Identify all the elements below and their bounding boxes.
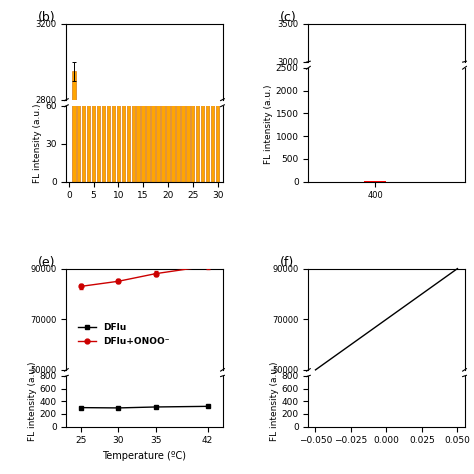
Bar — [141, 81, 145, 182]
Y-axis label: FL intensity (a.u.): FL intensity (a.u.) — [33, 104, 42, 183]
Bar — [72, 0, 75, 182]
Bar — [196, 81, 200, 182]
Text: (f): (f) — [280, 255, 294, 269]
X-axis label: Temperature (ºC): Temperature (ºC) — [102, 451, 186, 461]
Y-axis label: FL intensity (a.u.): FL intensity (a.u.) — [27, 362, 36, 441]
Bar — [92, 81, 95, 182]
Bar — [151, 81, 155, 182]
Text: (c): (c) — [280, 11, 297, 24]
Bar — [166, 81, 170, 182]
Bar — [107, 81, 110, 182]
Bar — [211, 81, 214, 182]
Bar — [102, 81, 105, 182]
Bar — [117, 81, 120, 182]
Bar — [112, 81, 115, 182]
Y-axis label: FL intensity (a.u.): FL intensity (a.u.) — [270, 362, 279, 441]
Text: (b): (b) — [38, 11, 56, 24]
Text: (e): (e) — [38, 255, 56, 269]
Bar — [156, 81, 160, 182]
Bar — [127, 81, 130, 182]
Bar — [137, 81, 140, 182]
Bar — [87, 55, 91, 182]
Bar — [97, 81, 100, 182]
Bar — [176, 81, 180, 182]
Bar — [77, 0, 81, 182]
Y-axis label: FL intensity (a.u.): FL intensity (a.u.) — [264, 85, 273, 164]
Bar — [181, 81, 184, 182]
Legend: DFlu, DFlu+ONOO⁻: DFlu, DFlu+ONOO⁻ — [74, 319, 173, 349]
Bar — [72, 71, 75, 474]
Bar — [171, 81, 174, 182]
Bar — [206, 55, 210, 182]
Bar — [201, 81, 204, 182]
Bar — [132, 81, 135, 182]
Bar — [191, 81, 194, 182]
Bar — [186, 81, 190, 182]
Bar — [82, 55, 85, 182]
Bar — [216, 81, 219, 182]
Bar — [146, 81, 150, 182]
Bar — [161, 81, 165, 182]
Bar — [364, 181, 386, 182]
Bar — [122, 81, 125, 182]
